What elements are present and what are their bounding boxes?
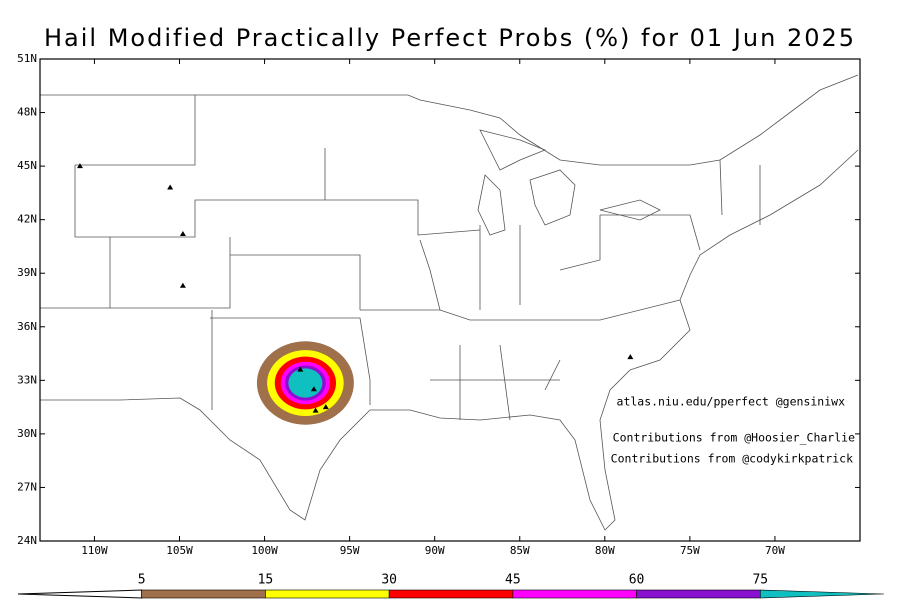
y-tick-label: 42N [17,213,37,226]
hail-report [179,282,186,288]
hail-report [312,407,319,413]
colorbar-label: 5 [138,573,146,588]
colorbar-segment [512,589,637,599]
hail-report [322,404,329,410]
geography [40,74,859,531]
colorbar-segment [388,589,514,599]
x-tick-label: 105W [166,544,193,557]
x-tick-label: 110W [81,544,108,557]
colorbar-segment [759,589,885,599]
map-title: Hail Modified Practically Perfect Probs … [44,24,856,52]
hail-report [627,354,634,360]
y-tick-label: 24N [17,534,37,547]
x-tick-label: 100W [251,544,278,557]
colorbar-segment [636,589,761,599]
hail-report [179,230,186,236]
y-tick-label: 39N [17,266,37,279]
annotation: Contributions from @codykirkpatrick [611,452,853,466]
y-tick-label: 30N [17,427,37,440]
hail-report [76,163,83,169]
annotation: Contributions from @Hoosier_Charlie [613,431,855,445]
colorbar-label: 75 [752,573,768,588]
x-tick-label: 90W [425,544,445,557]
y-tick-label: 45N [17,159,37,172]
x-tick-label: 85W [510,544,530,557]
y-tick-label: 36N [17,320,37,333]
colorbar-label: 45 [505,573,521,588]
colorbar-below [17,589,143,599]
colorbar-segment [265,589,390,599]
colorbar-label: 30 [381,573,397,588]
hail-report [297,366,304,372]
x-tick-label: 95W [340,544,360,557]
x-tick-label: 70W [765,544,785,557]
colorbar-segment [141,589,266,599]
hail-report [167,184,174,190]
x-tick-label: 75W [680,544,700,557]
y-tick-label: 33N [17,373,37,386]
y-tick-label: 51N [17,52,37,65]
annotation: atlas.niu.edu/pperfect @gensiniwx [617,395,846,409]
probability-contour [288,368,323,398]
colorbar-label: 60 [629,573,645,588]
map-frame [39,58,861,542]
hail-report [310,386,317,392]
y-tick-label: 27N [17,480,37,493]
x-tick-label: 80W [595,544,615,557]
colorbar-label: 15 [258,573,274,588]
y-tick-label: 48N [17,106,37,119]
